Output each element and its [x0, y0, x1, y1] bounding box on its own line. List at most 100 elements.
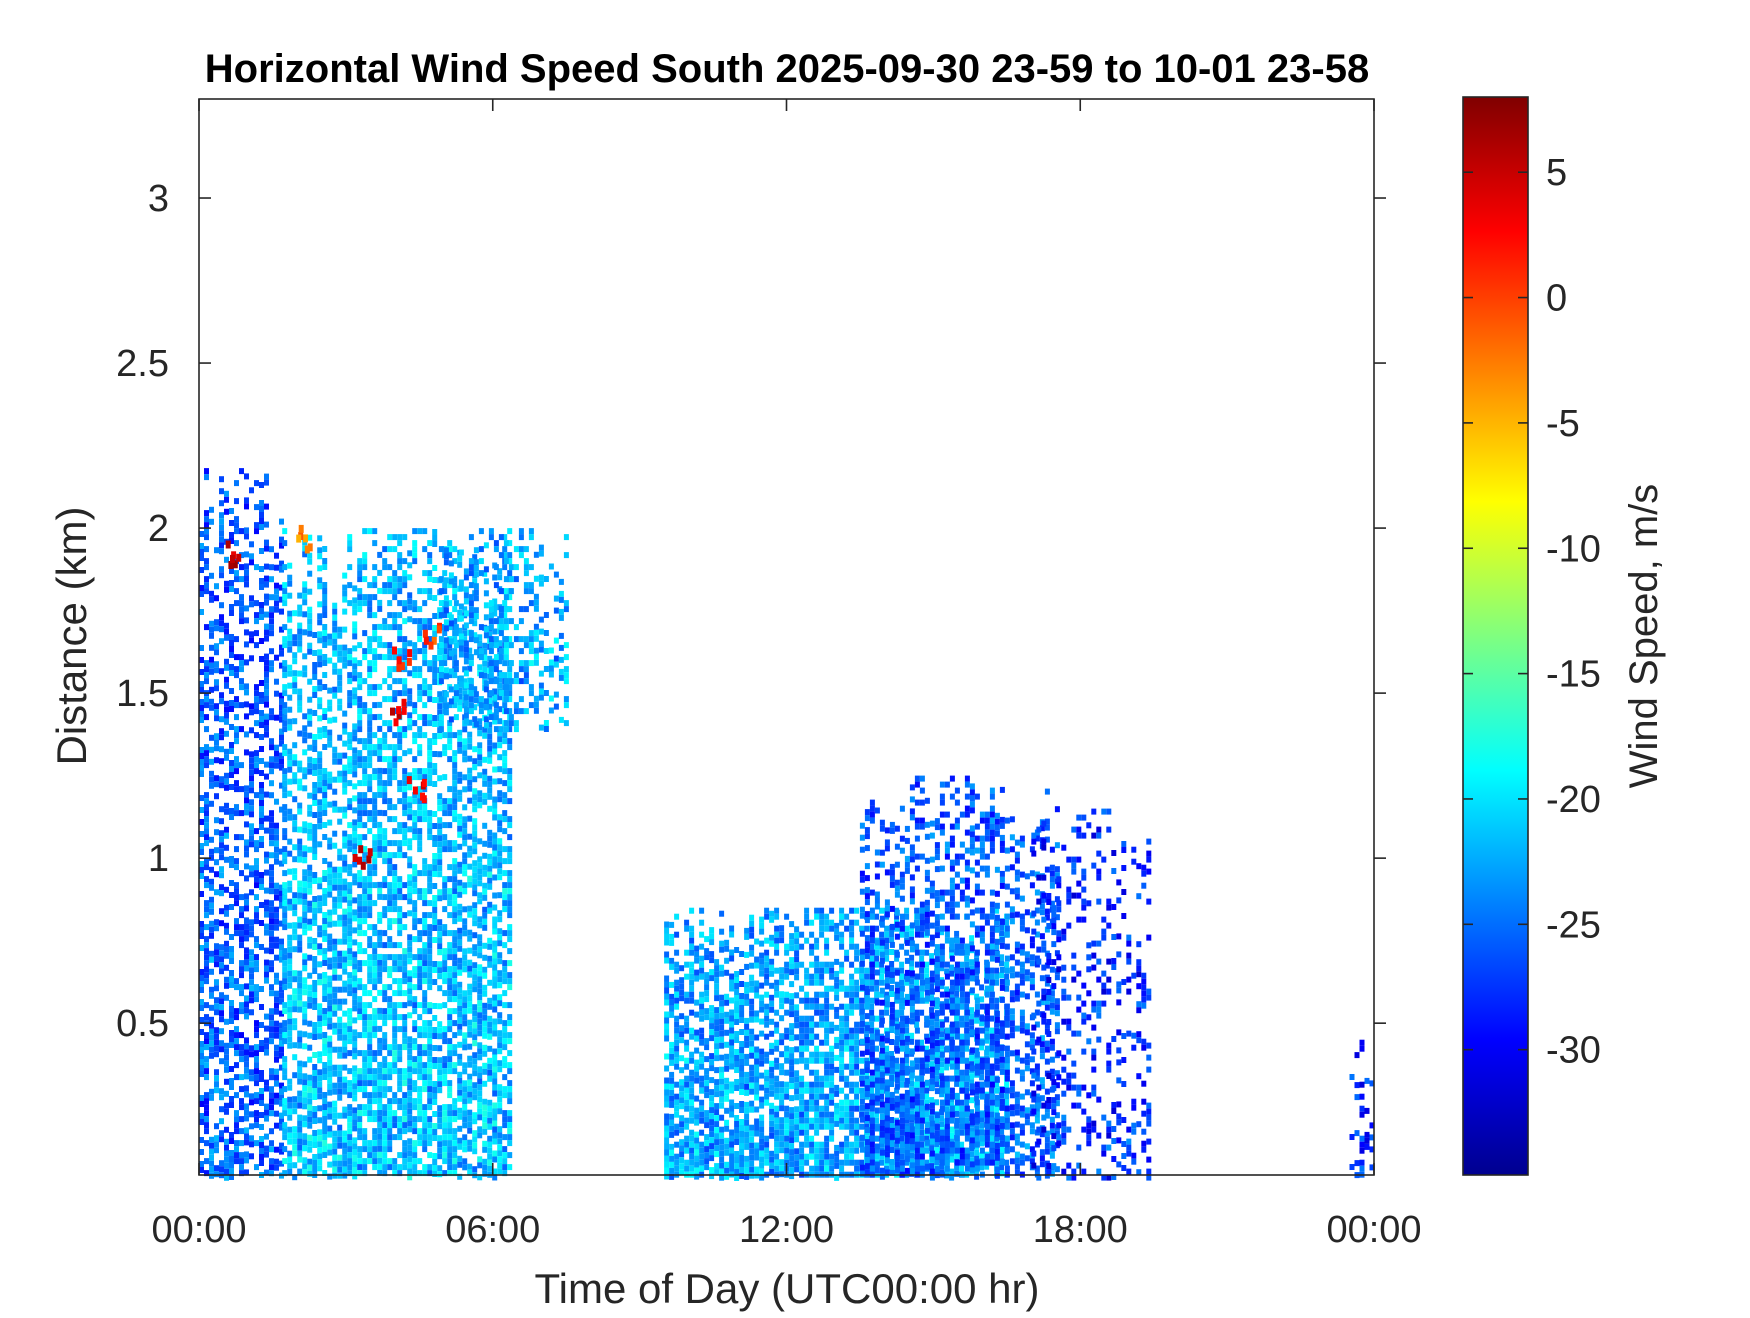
- heatmap-cell: [219, 1058, 224, 1065]
- heatmap-cell: [302, 977, 308, 984]
- heatmap-cell: [412, 648, 418, 655]
- heatmap-cell: [749, 920, 755, 927]
- heatmap-cell: [674, 1093, 680, 1100]
- heatmap-cell: [297, 988, 303, 995]
- heatmap-cell: [734, 1067, 740, 1073]
- heatmap-cell: [452, 546, 458, 553]
- heatmap-cell: [322, 1062, 328, 1068]
- heatmap-cell: [719, 1024, 725, 1031]
- heatmap-cell: [417, 786, 423, 793]
- heatmap-cell: [452, 558, 458, 565]
- heatmap-cell: [214, 643, 219, 650]
- heatmap-cell: [214, 685, 219, 692]
- heatmap-cell: [472, 704, 478, 711]
- heatmap-cell: [457, 741, 463, 748]
- heatmap-cell: [714, 1151, 720, 1158]
- heatmap-cell: [452, 1140, 458, 1147]
- heatmap-cell: [264, 599, 269, 606]
- heatmap-cell: [468, 684, 474, 691]
- heatmap-cell: [674, 979, 680, 986]
- heatmap-cell: [467, 1091, 473, 1098]
- heatmap-cell: [337, 770, 343, 777]
- heatmap-cell: [342, 656, 348, 663]
- heatmap-cell: [367, 672, 373, 679]
- heatmap-cell: [214, 595, 219, 602]
- heatmap-cell: [282, 960, 288, 967]
- heatmap-cell: [357, 1032, 363, 1039]
- heatmap-cell: [327, 705, 333, 712]
- heatmap-cell: [367, 1050, 373, 1057]
- heatmap-cell: [219, 944, 224, 951]
- heatmap-cell: [287, 664, 293, 671]
- heatmap-cell: [468, 654, 474, 661]
- heatmap-cell: [498, 612, 504, 619]
- heatmap-cell: [327, 1053, 333, 1060]
- heatmap-cell: [239, 1074, 244, 1081]
- heatmap-cell: [199, 1161, 204, 1167]
- heatmap-cell: [442, 804, 448, 811]
- heatmap-cell: [437, 847, 443, 854]
- heatmap-cell: [322, 1140, 328, 1146]
- heatmap-cell: [452, 786, 458, 793]
- heatmap-cell: [497, 844, 503, 851]
- heatmap-cell: [292, 1072, 298, 1079]
- heatmap-cell: [392, 942, 398, 949]
- heatmap-cell: [664, 993, 670, 1000]
- heatmap-cell: [264, 503, 269, 510]
- heatmap-cell: [327, 837, 333, 844]
- heatmap-cell: [477, 964, 483, 971]
- heatmap-cell: [452, 930, 458, 937]
- heatmap-cell: [229, 1006, 234, 1012]
- heatmap-cell: [347, 1110, 353, 1117]
- heatmap-cell: [352, 861, 358, 868]
- heatmap-cell: [214, 871, 219, 878]
- heatmap-cell: [229, 538, 234, 544]
- heatmap-cell: [219, 1046, 224, 1053]
- heatmap-cell: [317, 943, 323, 950]
- heatmap-cell: [327, 735, 333, 742]
- heatmap-cell: [372, 624, 378, 631]
- heatmap-cell: [377, 1007, 383, 1014]
- heatmap-cell: [219, 668, 224, 675]
- heatmap-cell: [689, 1159, 695, 1166]
- heatmap-cell: [749, 980, 755, 987]
- heatmap-cell: [507, 798, 513, 805]
- heatmap-cell: [709, 1113, 715, 1120]
- heatmap-cell: [558, 614, 564, 621]
- heatmap-cell: [367, 882, 373, 889]
- heatmap-cell: [744, 1071, 750, 1078]
- heatmap-cell: [467, 1121, 473, 1128]
- heatmap-cell: [287, 640, 293, 647]
- heatmap-cell: [219, 1040, 224, 1047]
- heatmap-cell: [254, 1056, 259, 1063]
- heatmap-cell: [357, 708, 363, 715]
- heatmap-cell: [307, 624, 313, 631]
- heatmap-cell: [669, 1113, 675, 1120]
- heatmap-cell: [493, 654, 499, 661]
- heatmap-cell: [199, 747, 204, 753]
- heatmap-cell: [422, 528, 428, 535]
- heatmap-cell: [367, 912, 373, 919]
- heatmap-cell: [392, 624, 398, 631]
- heatmap-cell: [312, 1154, 318, 1160]
- heatmap-cell: [679, 1103, 685, 1110]
- heatmap-cell: [199, 1119, 204, 1125]
- heatmap-cell: [317, 763, 323, 770]
- heatmap-cell: [704, 1140, 710, 1147]
- heatmap-cell: [482, 1008, 488, 1015]
- heatmap-cell: [734, 1001, 740, 1007]
- heatmap-cell: [513, 702, 519, 709]
- heatmap-cell: [492, 1138, 498, 1145]
- heatmap-cell: [453, 696, 459, 703]
- heatmap-cell: [448, 614, 454, 621]
- heatmap-cell: [477, 934, 483, 941]
- heatmap-cell: [402, 1068, 408, 1075]
- heatmap-cell: [214, 1003, 219, 1010]
- heatmap-cell: [472, 746, 478, 753]
- heatmap-cell: [234, 864, 239, 871]
- heatmap-cell: [322, 654, 328, 660]
- heatmap-cell: [347, 822, 353, 829]
- heatmap-cell: [342, 896, 348, 903]
- heatmap-cell: [467, 965, 473, 972]
- heatmap-cell: [492, 1018, 498, 1025]
